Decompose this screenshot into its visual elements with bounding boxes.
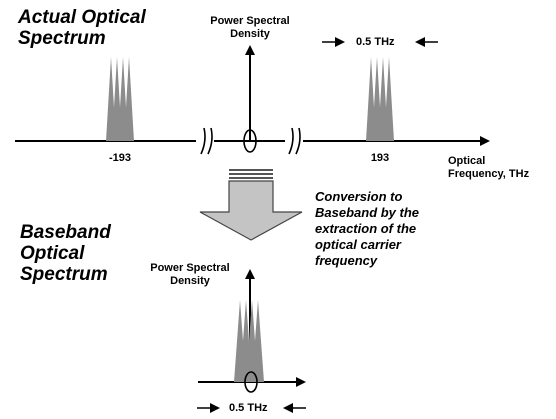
top-title-line: Actual Optical xyxy=(18,7,146,28)
bottom-bandwidth-label: 0.5 THz xyxy=(229,402,268,414)
spectral-line xyxy=(124,57,134,141)
bottom-carrier-marker xyxy=(244,371,258,393)
top-bandwidth-label: 0.5 THz xyxy=(356,36,395,48)
tick-label-negative: -193 xyxy=(108,152,132,164)
positive-frequency-spectrum xyxy=(366,57,394,141)
spectral-line xyxy=(384,57,394,141)
bottom-spectrum xyxy=(197,269,306,413)
axis-break-left xyxy=(196,127,214,155)
top-spectrum xyxy=(15,37,490,155)
frequency-axis-label: Optical Frequency, THz xyxy=(448,155,530,180)
tick-label-positive: 193 xyxy=(370,152,390,164)
negative-frequency-spectrum xyxy=(106,57,134,141)
top-title: Actual Optical Spectrum xyxy=(18,7,146,49)
spectral-line xyxy=(252,300,264,382)
baseband-spectrum xyxy=(234,300,264,382)
bottom-psd-label: Power Spectral Density xyxy=(150,262,230,287)
conversion-caption: Conversion to Baseband by the extraction… xyxy=(315,189,420,268)
top-psd-label: Power Spectral Density xyxy=(210,15,290,40)
top-carrier-marker xyxy=(243,129,257,153)
conversion-arrow xyxy=(199,169,303,241)
top-title-line: Spectrum xyxy=(18,28,106,49)
bottom-title: Baseband Optical Spectrum xyxy=(20,222,111,285)
axis-break-right xyxy=(285,127,303,155)
